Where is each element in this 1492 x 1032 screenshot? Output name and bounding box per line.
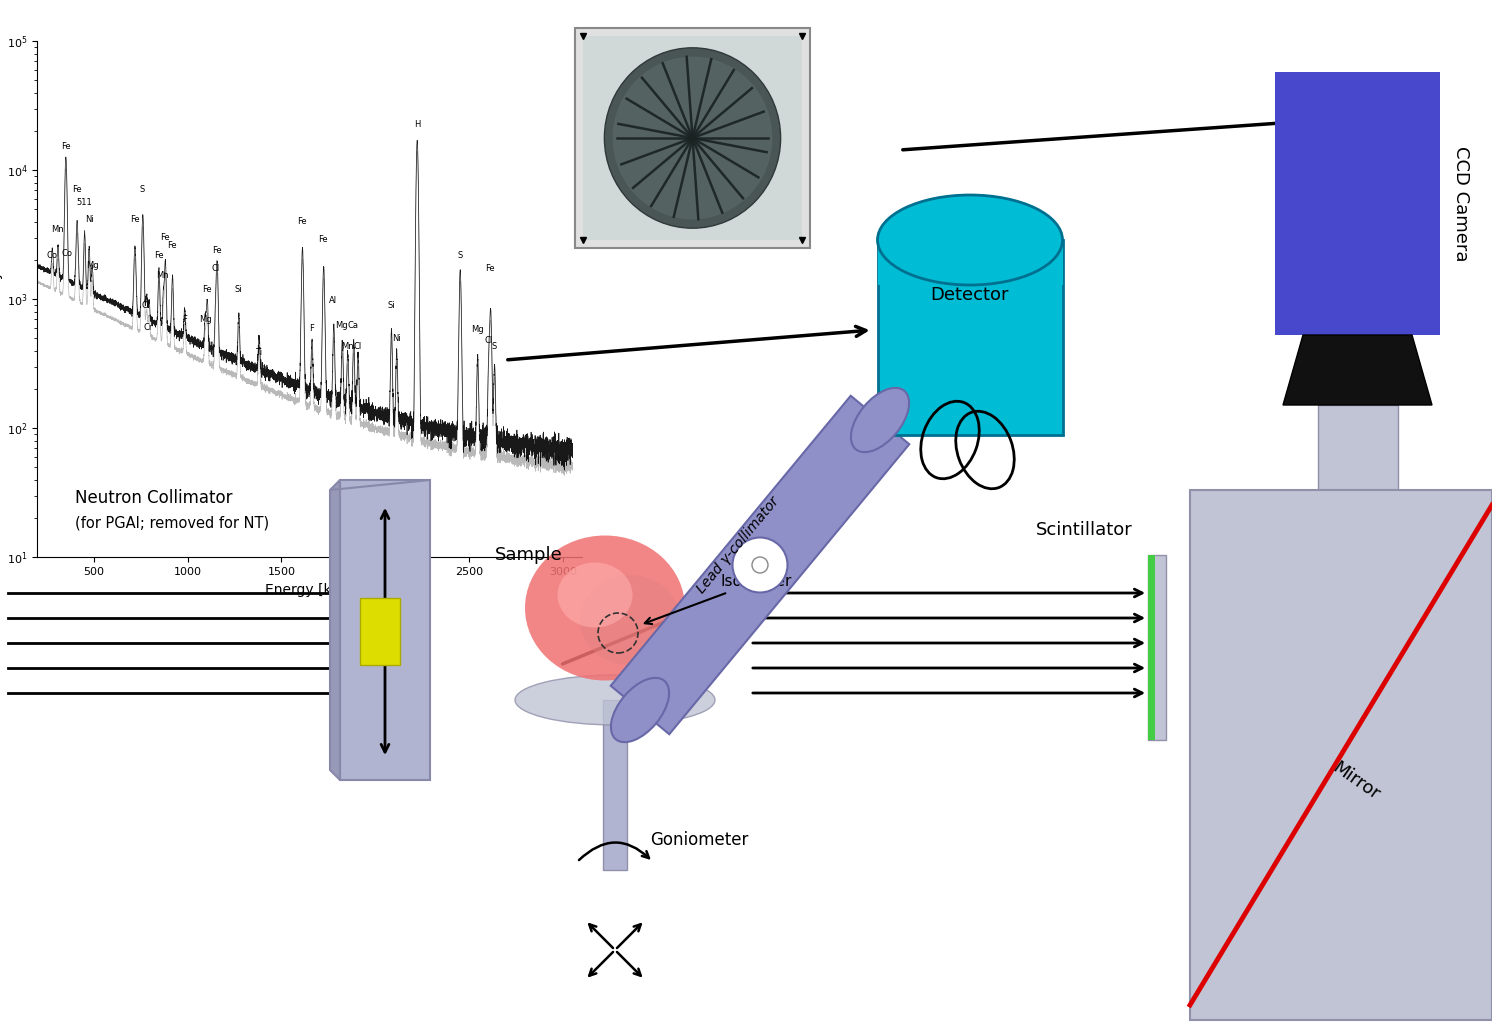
Text: Fe: Fe: [485, 264, 495, 272]
Bar: [877, 240, 1062, 285]
X-axis label: Energy [keV]: Energy [keV]: [264, 582, 355, 596]
Text: S: S: [140, 186, 145, 194]
Bar: [1317, 405, 1398, 600]
Ellipse shape: [515, 675, 715, 725]
Text: (for PGAI; removed for NT): (for PGAI; removed for NT): [75, 516, 269, 530]
Text: Si: Si: [234, 285, 242, 294]
Text: S: S: [457, 252, 463, 260]
Text: Fe: Fe: [212, 246, 222, 255]
Text: Ca: Ca: [348, 321, 360, 330]
Text: Cr: Cr: [143, 323, 154, 331]
Text: Fe: Fe: [130, 216, 139, 225]
Text: Ti: Ti: [255, 348, 263, 356]
Text: Lead γ-collimator: Lead γ-collimator: [694, 494, 782, 595]
Text: Fe: Fe: [167, 241, 178, 250]
Text: Fe: Fe: [61, 142, 70, 152]
Text: Al: Al: [330, 296, 337, 305]
Bar: [1147, 555, 1167, 740]
Text: Co: Co: [61, 249, 72, 258]
Bar: [1147, 555, 1155, 740]
Text: Sample: Sample: [495, 546, 562, 565]
Text: Goniometer: Goniometer: [651, 831, 749, 849]
Text: Ni: Ni: [392, 333, 401, 343]
Text: F: F: [182, 316, 186, 324]
Text: Mn: Mn: [157, 271, 169, 281]
Bar: [583, 36, 803, 240]
Text: S: S: [491, 342, 497, 351]
Ellipse shape: [877, 195, 1062, 285]
Text: Scintillator: Scintillator: [1037, 521, 1132, 539]
Text: Detector: Detector: [931, 286, 1009, 304]
Ellipse shape: [558, 562, 633, 627]
Ellipse shape: [525, 536, 685, 680]
Ellipse shape: [610, 678, 668, 742]
Text: Mg: Mg: [336, 321, 348, 330]
Polygon shape: [340, 480, 430, 780]
Text: Cl: Cl: [212, 264, 219, 272]
Polygon shape: [360, 598, 400, 665]
Ellipse shape: [733, 538, 788, 592]
Text: Fe: Fe: [154, 252, 164, 260]
Text: Mn: Mn: [342, 342, 354, 351]
Text: Fe: Fe: [160, 232, 170, 241]
Text: CCD Camera: CCD Camera: [1452, 146, 1470, 261]
Text: Mirror: Mirror: [1329, 759, 1383, 804]
Text: Ni: Ni: [85, 216, 94, 225]
Text: Isocenter: Isocenter: [645, 575, 791, 624]
Text: H: H: [413, 120, 421, 129]
Text: Fe: Fe: [297, 217, 307, 226]
Text: Mn: Mn: [51, 225, 64, 234]
Text: Fe: Fe: [318, 234, 328, 244]
Bar: [877, 240, 1062, 436]
Polygon shape: [1283, 335, 1432, 405]
Circle shape: [752, 557, 768, 573]
Bar: [603, 700, 627, 870]
Ellipse shape: [613, 57, 773, 220]
Text: Neutron Collimator: Neutron Collimator: [75, 489, 233, 507]
Bar: [574, 28, 810, 248]
Polygon shape: [610, 396, 909, 734]
Ellipse shape: [604, 47, 780, 228]
Text: Cl: Cl: [354, 342, 361, 351]
Text: 511: 511: [76, 198, 93, 206]
Polygon shape: [330, 480, 430, 490]
Text: Mg: Mg: [198, 316, 212, 324]
Text: Mg: Mg: [87, 260, 98, 269]
Bar: [1276, 72, 1440, 335]
Text: F: F: [309, 324, 315, 332]
Ellipse shape: [850, 388, 909, 452]
Bar: [1191, 490, 1492, 1020]
Text: Cl: Cl: [142, 301, 149, 311]
Text: Cl: Cl: [485, 336, 492, 346]
Text: Mg: Mg: [471, 325, 483, 333]
Text: Fe: Fe: [72, 186, 82, 194]
Ellipse shape: [580, 575, 680, 665]
Text: Si: Si: [388, 301, 395, 311]
Polygon shape: [330, 480, 340, 780]
Text: Fe: Fe: [201, 285, 212, 294]
Text: Co: Co: [46, 252, 57, 260]
